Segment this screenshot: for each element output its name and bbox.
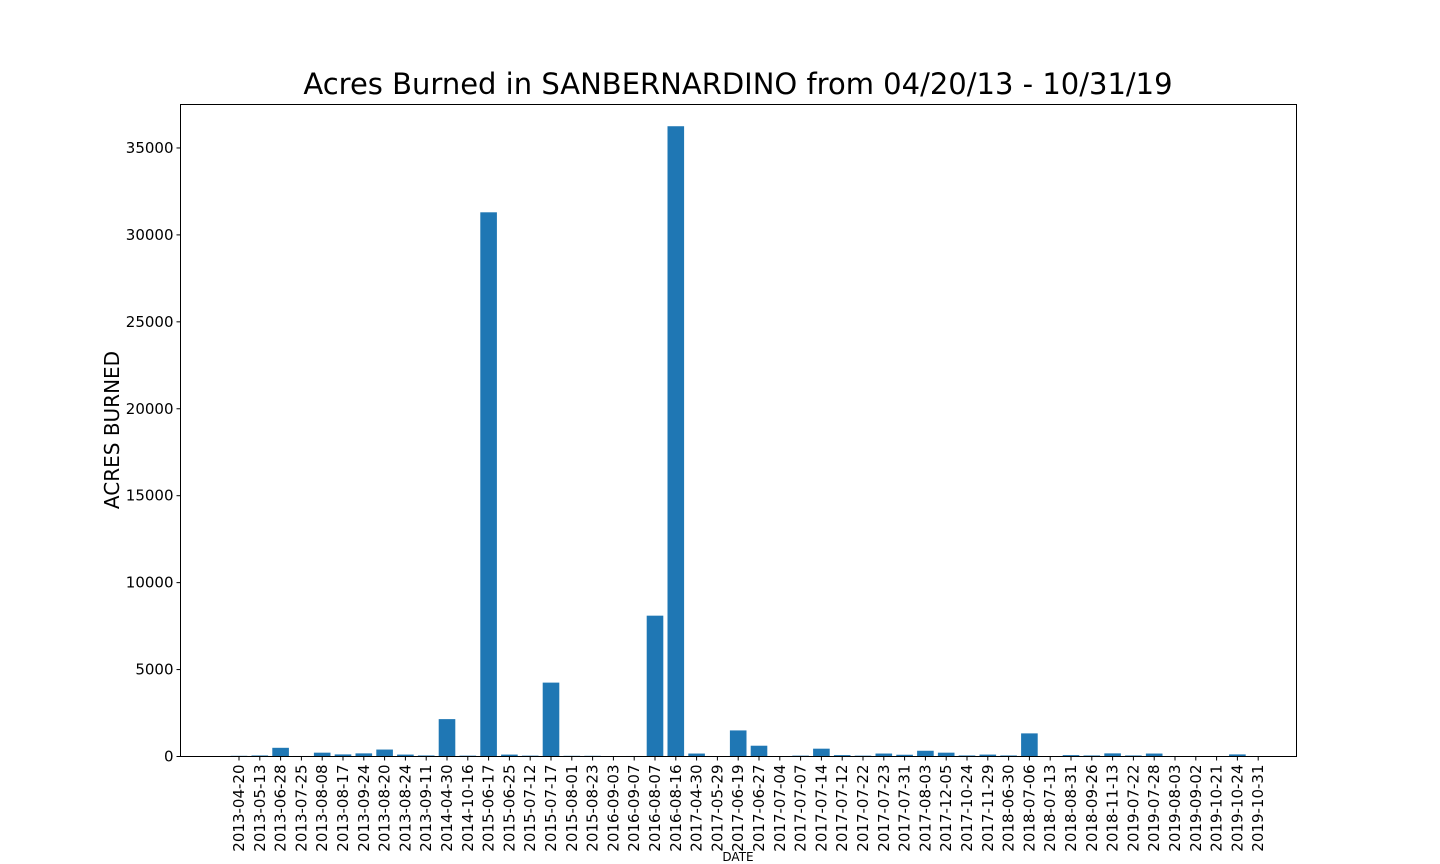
x-tick-label: 2013-05-13 (251, 765, 269, 852)
bar-2013-08-17 (334, 754, 352, 757)
y-tick-label: 25000 (126, 313, 174, 331)
x-tick-label: 2017-07-07 (792, 765, 810, 852)
x-tick-label: 2018-07-06 (1020, 765, 1038, 852)
x-tick-label: 2019-09-02 (1187, 765, 1205, 852)
bar-2016-08-07 (646, 615, 664, 757)
y-axis: 0 5000 10000 15000 20000 25000 30000 35000 (126, 139, 181, 766)
y-tick-label: 35000 (126, 139, 174, 157)
y-axis-label: ACRES BURNED (100, 351, 124, 509)
y-tick-label: 30000 (126, 226, 174, 244)
x-tick-label: 2019-10-31 (1249, 765, 1267, 852)
x-tick-label: 2017-07-23 (875, 765, 893, 852)
y-tick-label: 20000 (126, 400, 174, 418)
bar-2015-06-17 (480, 212, 497, 757)
bar-2019-07-22 (1125, 755, 1142, 757)
x-tick-label: 2017-05-29 (708, 765, 726, 852)
chart-title: Acres Burned in SANBERNARDINO from 04/20… (303, 67, 1172, 101)
x-axis-label: DATE (722, 850, 753, 864)
bar-2017-07-23 (875, 753, 893, 757)
bar-2017-06-27 (750, 745, 768, 757)
x-tick-label: 2019-07-22 (1124, 765, 1142, 852)
bar-2017-12-05 (937, 752, 955, 757)
x-tick-label: 2019-10-21 (1208, 765, 1226, 852)
x-tick-label: 2016-08-16 (667, 765, 685, 852)
x-tick-label: 2019-10-24 (1228, 765, 1246, 852)
bar-2013-08-08 (313, 752, 331, 757)
x-tick-label: 2017-11-29 (979, 765, 997, 852)
x-tick-label: 2016-09-03 (604, 765, 622, 852)
x-tick-label: 2019-08-03 (1166, 765, 1184, 852)
x-tick-label: 2013-08-20 (376, 765, 394, 852)
x-tick-label: 2017-07-12 (833, 765, 851, 852)
x-tick-label: 2013-07-25 (292, 765, 310, 852)
y-tick-label: 5000 (135, 661, 173, 679)
bar-2017-10-24 (958, 755, 976, 757)
bar-2013-06-28 (272, 747, 289, 757)
bar-2017-11-29 (979, 754, 997, 757)
x-tick-label: 2017-07-14 (812, 765, 830, 852)
x-tick-label: 2015-06-25 (500, 765, 518, 852)
y-tick-label: 0 (164, 748, 174, 766)
x-tick-label: 2017-07-04 (771, 765, 789, 852)
x-tick-label: 2017-07-22 (854, 765, 872, 852)
x-tick-label: 2018-07-13 (1041, 765, 1059, 852)
bar-2015-06-25 (501, 754, 518, 757)
x-tick-label: 2017-12-05 (937, 765, 955, 852)
x-tick-label: 2017-04-30 (688, 765, 706, 852)
x-tick-label: 2016-09-07 (625, 765, 643, 852)
x-tick-label: 2018-06-30 (1000, 765, 1018, 852)
x-tick-label: 2013-08-17 (334, 765, 352, 852)
bar-2018-07-06 (1021, 733, 1038, 757)
y-tick-label: 10000 (126, 574, 174, 592)
plot-frame (180, 104, 1297, 757)
x-tick-label: 2013-09-11 (417, 765, 435, 852)
x-tick-label: 2015-07-12 (521, 765, 539, 852)
bar-2017-07-14 (813, 748, 830, 757)
bar-2017-07-31 (896, 754, 913, 757)
bar-2019-10-24 (1229, 754, 1246, 757)
x-tick-label: 2018-11-13 (1104, 765, 1122, 852)
x-tick-label: 2013-08-08 (313, 765, 331, 852)
x-tick-label: 2015-07-17 (542, 765, 560, 852)
bar-2013-09-11 (417, 755, 435, 757)
x-tick-label: 2013-09-24 (355, 765, 373, 852)
x-tick-label: 2013-08-24 (396, 765, 414, 852)
x-tick-label: 2017-07-31 (896, 765, 914, 852)
x-tick-label: 2017-06-27 (750, 765, 768, 852)
bar-2013-09-24 (355, 753, 373, 757)
x-tick-label: 2014-04-30 (438, 765, 456, 852)
bar-2018-09-26 (1083, 755, 1101, 757)
bar-2017-08-03 (917, 750, 934, 757)
x-tick-label: 2016-08-07 (646, 765, 664, 852)
x-tick-label: 2015-06-17 (480, 765, 498, 852)
bar-2015-07-17 (542, 682, 560, 757)
bar-2016-08-16 (667, 126, 685, 757)
x-tick-label: 2018-09-26 (1083, 765, 1101, 852)
x-tick-label: 2018-08-31 (1062, 765, 1080, 852)
bar-2018-08-31 (1062, 755, 1080, 757)
x-tick-label: 2019-07-28 (1145, 765, 1163, 852)
x-tick-label: 2015-08-23 (584, 765, 602, 852)
bar-2014-04-30 (438, 719, 456, 757)
x-tick-label: 2017-08-03 (916, 765, 934, 852)
x-tick-label: 2014-10-16 (459, 765, 477, 852)
bar-2017-04-30 (688, 753, 705, 757)
x-tick-label: 2017-06-19 (729, 765, 747, 852)
bar-2017-06-19 (729, 730, 747, 757)
bar-2013-05-13 (251, 755, 269, 757)
x-tick-label: 2015-08-01 (563, 765, 581, 852)
bar-2013-08-20 (376, 749, 393, 757)
x-tick-label: 2017-10-24 (958, 765, 976, 852)
x-axis: 2013-04-20 2013-05-13 2013-06-28 2013-07-25… (230, 756, 1267, 852)
x-tick-label: 2013-06-28 (272, 765, 290, 852)
bar-2018-11-13 (1104, 753, 1121, 757)
bar-2018-06-30 (1000, 755, 1017, 757)
x-tick-label: 2013-04-20 (230, 765, 248, 852)
bar-2017-07-12 (833, 755, 851, 757)
bar-2013-08-24 (397, 754, 414, 757)
y-tick-label: 15000 (126, 487, 174, 505)
bar-2019-07-28 (1145, 753, 1163, 757)
bars-group (230, 126, 1267, 757)
